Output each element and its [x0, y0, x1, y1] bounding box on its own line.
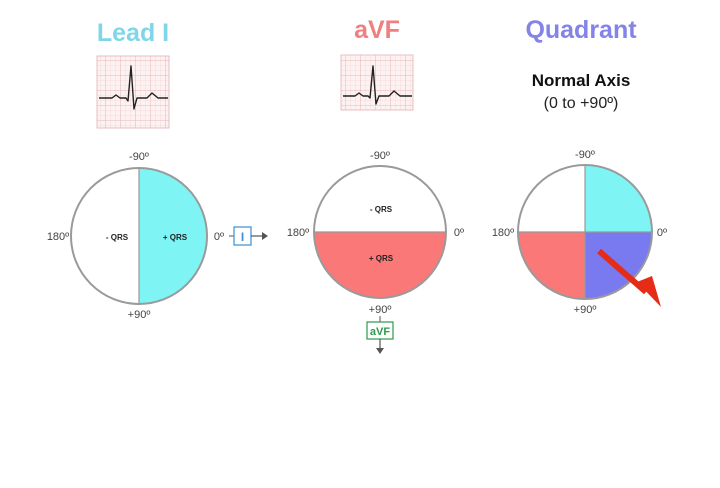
- lead-i-pos-label: + QRS: [163, 233, 188, 242]
- quadrant-title: Quadrant: [525, 16, 637, 44]
- lead-i-label-right: 0º: [214, 231, 224, 243]
- avf-title: aVF: [354, 16, 400, 44]
- avf-axis-circle: [313, 165, 447, 299]
- down-arrow-icon: [376, 339, 384, 354]
- axis-arrow-icon: [597, 248, 661, 307]
- right-arrow-icon: [251, 232, 268, 240]
- ecg-strip-icon: [96, 55, 170, 129]
- lead-i-box-label: I: [241, 230, 244, 244]
- quadrant-subtitle: Normal Axis: [532, 71, 631, 90]
- avf-neg-label: - QRS: [370, 205, 393, 214]
- lead-i-panel: Lead I - QRS + QRS -90º +90º 180º 0º I: [47, 19, 268, 321]
- lead-i-label-bottom: +90º: [128, 309, 151, 321]
- quadrant-range: (0 to +90º): [544, 95, 619, 112]
- quadrant-label-top: -90º: [575, 149, 595, 161]
- avf-pos-label: + QRS: [369, 254, 394, 263]
- lead-i-label-top: -90º: [129, 151, 149, 163]
- ecg-strip-icon: [340, 54, 414, 111]
- lead-i-box: I: [229, 226, 268, 246]
- lead-i-label-left: 180º: [47, 231, 69, 243]
- quadrant-label-bottom: +90º: [574, 304, 597, 316]
- quadrant-label-right: 0º: [657, 227, 667, 239]
- avf-box: aVF: [366, 316, 394, 354]
- avf-panel: aVF - QRS + QRS -90º +90º 180º 0º aVF: [287, 16, 464, 354]
- avf-label-left: 180º: [287, 227, 309, 239]
- avf-box-label: aVF: [370, 326, 390, 338]
- avf-label-bottom: +90º: [369, 304, 392, 316]
- lead-i-title: Lead I: [97, 19, 169, 47]
- avf-label-right: 0º: [454, 227, 464, 239]
- lead-i-neg-label: - QRS: [106, 233, 129, 242]
- quadrant-panel: Quadrant Normal Axis (0 to +90º) -90º +9…: [492, 16, 667, 316]
- avf-label-top: -90º: [370, 150, 390, 162]
- quadrant-label-left: 180º: [492, 227, 514, 239]
